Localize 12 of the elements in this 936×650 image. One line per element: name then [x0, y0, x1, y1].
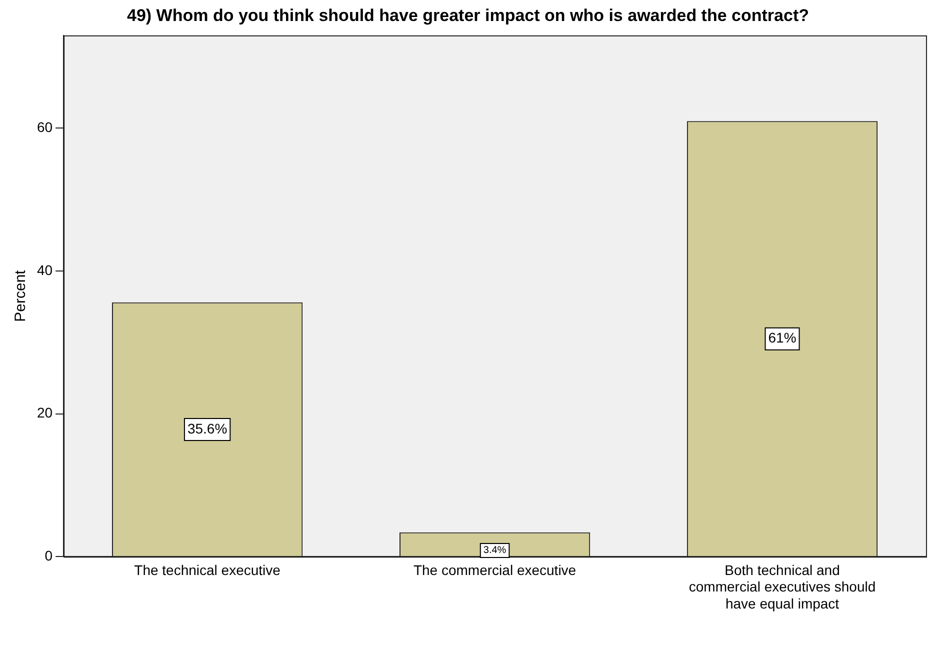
y-tick-label: 20 [36, 404, 53, 421]
y-tick-label: 40 [36, 262, 53, 278]
y-axis-title: Percent [12, 269, 30, 322]
y-tick-label: 60 [36, 119, 53, 136]
data-label: 35.6% [187, 420, 228, 436]
chart-title: 49) Whom do you think should have greater impact on who is awarded the contract? [126, 6, 810, 25]
x-tick-label: Both technical and commercial executives should have equal impact [688, 562, 876, 612]
y-tick-label: 0 [44, 547, 53, 564]
x-tick-label: The technical executive [134, 562, 281, 578]
data-label: 61% [768, 330, 796, 346]
data-label: 3.4% [483, 545, 506, 556]
x-tick-label: The commercial executive [413, 562, 576, 578]
